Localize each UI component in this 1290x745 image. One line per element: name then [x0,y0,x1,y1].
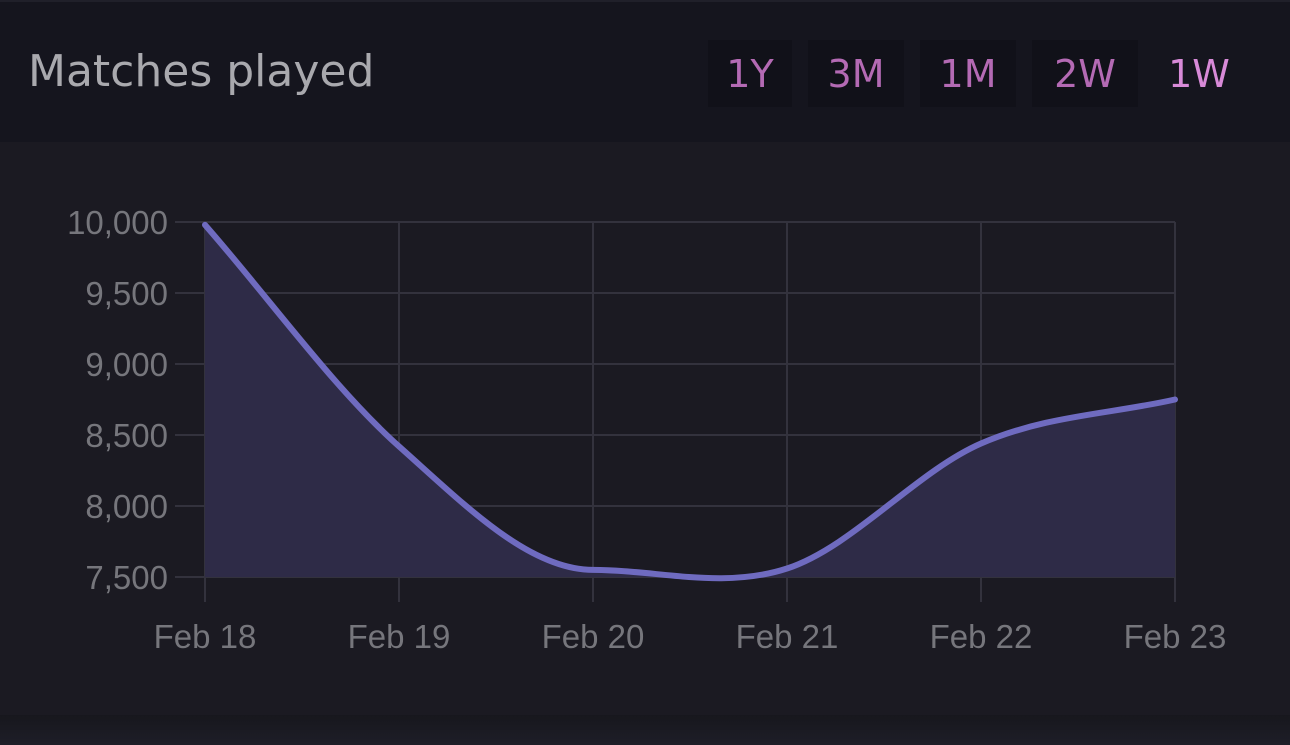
y-tick-label: 8,000 [85,488,168,525]
time-range-selector: 1Y 3M 1M 2W 1W [708,40,1260,107]
range-button-2w[interactable]: 2W [1032,40,1138,107]
range-button-1y[interactable]: 1Y [708,40,792,107]
x-tick-label: Feb 19 [348,618,451,655]
x-tick-label: Feb 18 [154,618,257,655]
range-label: 1M [939,51,997,96]
y-tick-label: 10,000 [67,204,168,241]
card-header: Matches played 1Y 3M 1M 2W 1W [0,0,1290,142]
chart-title: Matches played [28,46,375,97]
range-label: 1Y [726,51,774,96]
x-tick-label: Feb 21 [736,618,839,655]
x-tick-label: Feb 23 [1124,618,1227,655]
x-tick-label: Feb 22 [930,618,1033,655]
range-label: 1W [1168,51,1230,96]
x-axis-labels: Feb 18 Feb 19 Feb 20 Feb 21 Feb 22 Feb 23 [154,618,1227,655]
matches-played-card: Matches played 1Y 3M 1M 2W 1W 7,500 8,000… [0,0,1290,718]
range-button-1w[interactable]: 1W [1154,40,1244,107]
x-tick-label: Feb 20 [542,618,645,655]
y-tick-label: 7,500 [85,559,168,596]
area-fill [205,224,1175,579]
y-tick-label: 8,500 [85,417,168,454]
y-axis-labels: 7,500 8,000 8,500 9,000 9,500 10,000 [67,204,168,596]
range-button-3m[interactable]: 3M [808,40,904,107]
y-tick-label: 9,500 [85,275,168,312]
series-line [202,221,1178,582]
range-button-1m[interactable]: 1M [920,40,1016,107]
range-label: 3M [827,51,885,96]
range-label: 2W [1054,51,1116,96]
y-tick-label: 9,000 [85,346,168,383]
chart-area: 7,500 8,000 8,500 9,000 9,500 10,000 Feb 18 Fe… [0,142,1290,718]
card-bottom-edge [0,715,1290,745]
